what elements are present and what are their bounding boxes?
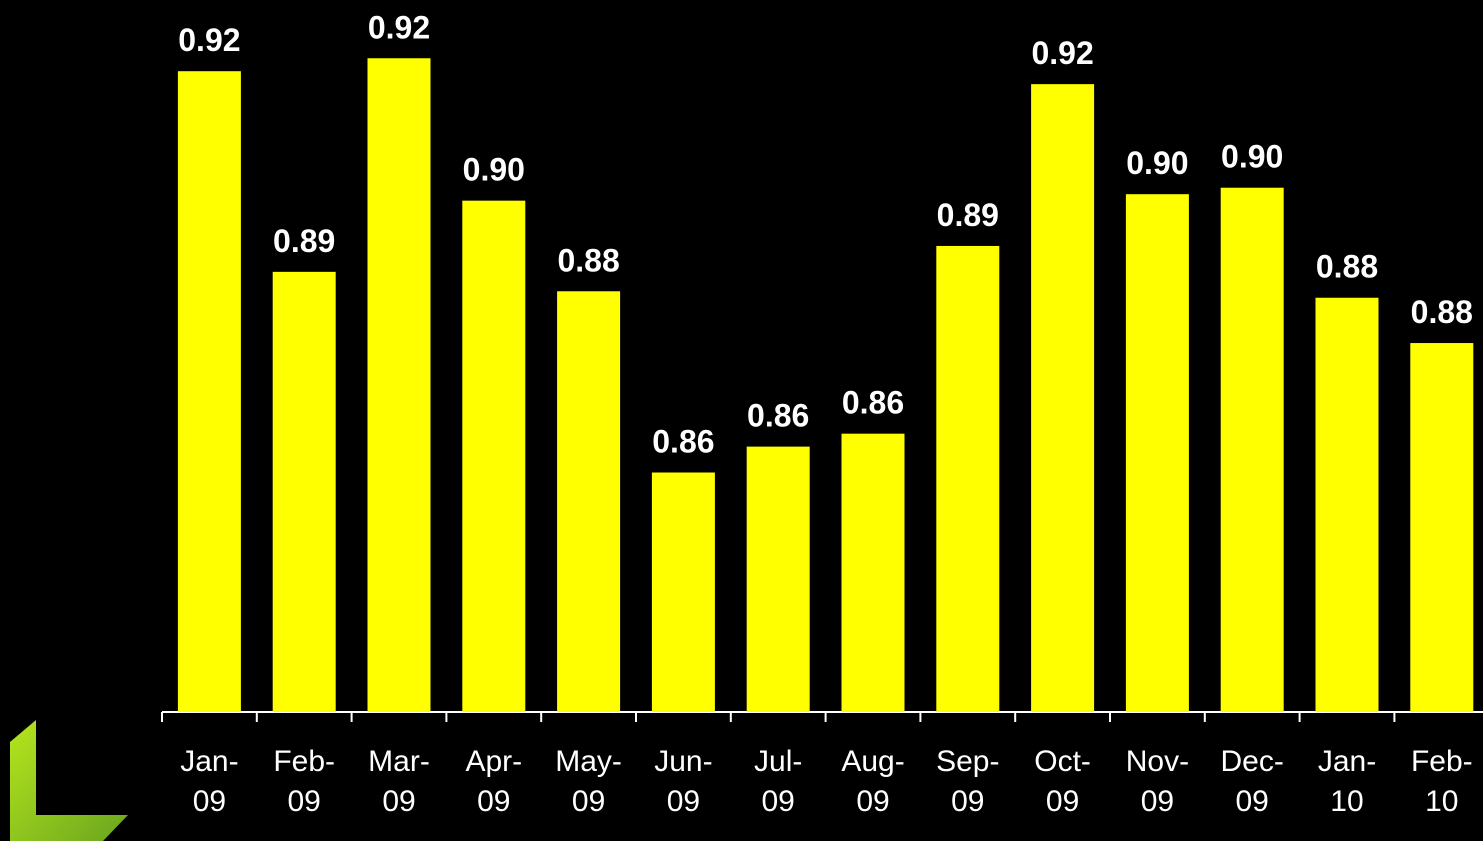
x-tick-label: Jan-10 xyxy=(1317,745,1377,818)
bar xyxy=(1315,297,1379,712)
x-tick-label: Jan-09 xyxy=(180,745,239,818)
logo xyxy=(10,720,128,841)
x-tick-label: Nov-09 xyxy=(1125,745,1190,818)
value-label: 0.90 xyxy=(1221,139,1283,175)
bar xyxy=(177,71,241,712)
x-tick-label: Aug-09 xyxy=(841,745,905,818)
x-tick-label: Oct-09 xyxy=(1034,745,1091,818)
bar xyxy=(557,291,621,712)
bar xyxy=(841,433,905,712)
bar xyxy=(1125,194,1189,712)
x-tick-label: Mar-09 xyxy=(368,745,430,818)
value-label: 0.90 xyxy=(463,152,525,188)
value-label: 0.92 xyxy=(1031,35,1093,71)
x-tick-label: Feb-10 xyxy=(1410,745,1473,818)
value-label: 0.92 xyxy=(178,22,240,58)
x-tick-label: Apr-09 xyxy=(465,745,523,818)
value-label: 0.89 xyxy=(937,197,999,233)
x-tick-label: Dec-09 xyxy=(1220,745,1284,818)
x-tick-label: Feb-09 xyxy=(273,745,336,818)
x-tick-label: Sep-09 xyxy=(936,745,1000,818)
bar xyxy=(1220,187,1284,712)
value-label: 0.88 xyxy=(1411,294,1473,330)
bar xyxy=(1031,84,1095,713)
bar xyxy=(462,200,526,712)
bar xyxy=(651,472,715,712)
bar xyxy=(936,245,1000,713)
x-tick-label: Jun-09 xyxy=(654,745,713,818)
x-tick-label: May-09 xyxy=(555,745,622,818)
bar xyxy=(367,58,431,713)
x-tick-label: Jul-09 xyxy=(754,745,803,818)
value-label: 0.86 xyxy=(747,398,809,434)
bar xyxy=(272,271,336,712)
value-label: 0.86 xyxy=(842,385,904,421)
bar xyxy=(746,446,810,712)
value-label: 0.92 xyxy=(368,9,430,45)
value-label: 0.86 xyxy=(652,424,714,460)
value-label: 0.88 xyxy=(557,242,619,278)
value-label: 0.89 xyxy=(273,223,335,259)
bar xyxy=(1410,343,1474,712)
value-label: 0.90 xyxy=(1126,145,1188,181)
value-label: 0.88 xyxy=(1316,249,1378,285)
